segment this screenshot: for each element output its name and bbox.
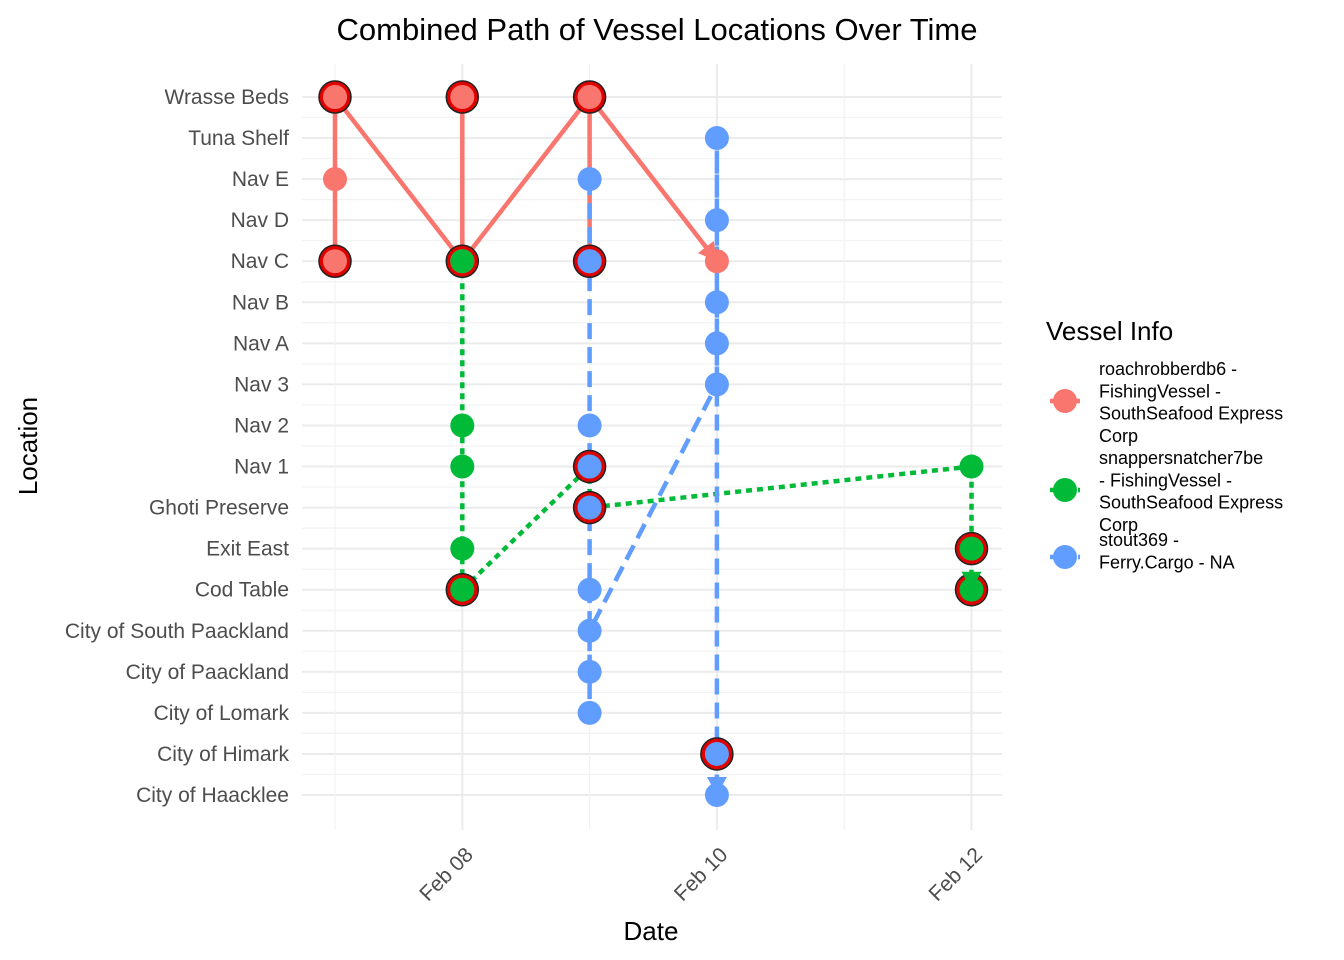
y-tick-label: Nav B (232, 291, 289, 314)
y-tick-label: City of Himark (157, 743, 289, 766)
y-axis-ticks: City of Haacklee City of Himark City of Lo… (65, 86, 290, 807)
legend-key-point (1053, 389, 1077, 413)
chart-title: Combined Path of Vessel Locations Over T… (337, 12, 978, 47)
legend-label: snappersnatcher7be (1099, 448, 1263, 468)
data-point (450, 536, 475, 561)
legend-label: Corp (1099, 515, 1138, 535)
data-point (450, 85, 475, 109)
data-point (704, 126, 729, 151)
y-tick-label: City of Haacklee (136, 784, 289, 807)
y-tick-label: Exit East (206, 538, 289, 561)
data-point (323, 167, 347, 192)
y-tick-label: Nav D (231, 209, 289, 232)
data-point (704, 290, 729, 315)
legend-title: Vessel Info (1046, 316, 1173, 346)
data-point (959, 536, 984, 561)
y-tick-label: Wrasse Beds (165, 86, 290, 109)
y-tick-label: Nav 1 (234, 456, 289, 479)
data-point (323, 85, 347, 109)
data-point (450, 577, 475, 602)
data-point (959, 454, 984, 479)
legend-label: SouthSeafood Express (1099, 493, 1283, 513)
legend-label: roachrobberdb6 - (1099, 359, 1237, 379)
path-end-arrow (697, 240, 717, 262)
data-point (450, 249, 475, 274)
y-tick-label: Nav C (231, 250, 289, 273)
legend-label: Corp (1099, 426, 1138, 446)
data-point (450, 454, 475, 479)
path-end-arrow (961, 571, 982, 590)
y-tick-label: City of South Paackland (65, 620, 289, 643)
legend: roachrobberdb6 -FishingVessel - SouthSeaf… (1050, 359, 1283, 572)
series-layer (318, 80, 989, 807)
y-tick-label: City of Lomark (154, 702, 290, 725)
x-tick-label: Feb 12 (925, 843, 988, 906)
x-axis-ticks: Feb 08 Feb 10 Feb 12 (415, 843, 987, 906)
data-point (577, 454, 602, 479)
legend-label: Ferry.Cargo - NA (1099, 552, 1235, 572)
data-point (577, 495, 602, 520)
series-line (460, 261, 974, 592)
legend-label: FishingVessel - (1099, 381, 1221, 401)
data-point (577, 413, 602, 438)
path-end-arrow (706, 777, 727, 795)
data-point (577, 577, 602, 602)
y-tick-label: Nav A (233, 332, 289, 355)
data-point (704, 208, 729, 233)
x-tick-label: Feb 08 (415, 843, 478, 906)
data-point (704, 372, 729, 397)
data-point (577, 700, 602, 725)
y-tick-label: Nav 3 (234, 373, 289, 396)
data-point (577, 249, 602, 274)
data-point (577, 167, 602, 192)
data-point (704, 331, 729, 356)
legend-label: - FishingVessel - (1099, 470, 1232, 490)
data-point (577, 618, 602, 643)
y-tick-label: City of Paackland (126, 661, 289, 684)
x-axis-title: Date (624, 916, 679, 946)
legend-label: SouthSeafood Express (1099, 404, 1283, 424)
y-tick-label: Ghoti Preserve (149, 497, 289, 520)
data-point (704, 741, 729, 766)
data-point (450, 413, 475, 438)
y-tick-label: Cod Table (195, 579, 289, 602)
legend-label: stout369 - (1099, 530, 1179, 550)
y-tick-label: Nav E (232, 168, 289, 191)
y-tick-label: Tuna Shelf (188, 127, 289, 150)
data-point (577, 85, 602, 109)
data-point (323, 249, 347, 274)
legend-key-point (1053, 545, 1077, 569)
y-axis-title: Location (13, 397, 43, 495)
x-tick-label: Feb 10 (670, 843, 733, 906)
data-point (577, 659, 602, 684)
y-tick-label: Nav 2 (234, 414, 289, 437)
legend-key-point (1053, 478, 1077, 502)
